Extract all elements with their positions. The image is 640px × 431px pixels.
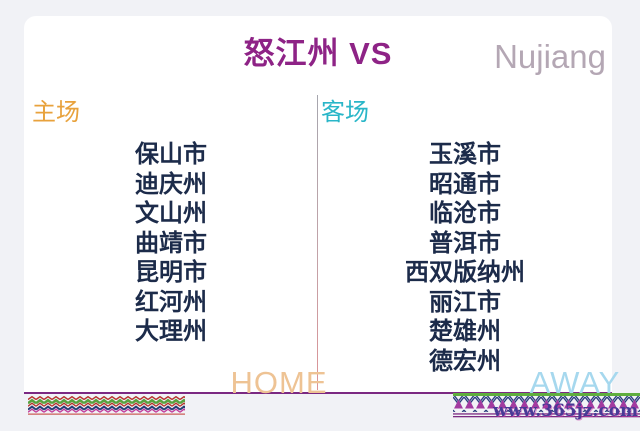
ethnic-zigzag-pattern-right-icon — [453, 393, 640, 418]
list-item: 昭通市 — [429, 170, 501, 198]
list-item: 大理州 — [135, 318, 207, 345]
list-item: 迪庆州 — [135, 170, 207, 198]
site-watermark: www.365jz.com — [493, 401, 638, 421]
away-team-list: 玉溪市 昭通市 临沧市 普洱市 西双版纳州 丽江市 楚雄州 德宏州 — [318, 140, 612, 376]
list-item: 德宏州 — [429, 347, 501, 375]
list-item: 楚雄州 — [429, 318, 501, 345]
home-footer-label: HOME — [230, 365, 328, 400]
list-item: 文山州 — [135, 200, 207, 227]
home-column-label: 主场 — [32, 99, 80, 126]
list-item: 昆明市 — [135, 259, 207, 286]
home-team-list: 保山市 迪庆州 文山州 曲靖市 昆明市 红河州 大理州 — [24, 140, 318, 347]
away-column-label: 客场 — [321, 99, 369, 126]
list-item: 西双版纳州 — [405, 259, 525, 286]
list-item: 临沧市 — [429, 200, 501, 227]
list-item: 玉溪市 — [429, 141, 501, 168]
column-divider — [317, 95, 318, 390]
list-item: 曲靖市 — [135, 229, 207, 257]
ethnic-zigzag-pattern-left-icon — [28, 396, 185, 415]
team-name-english: Nujiang — [494, 38, 606, 75]
match-card: 怒江州 VS Nujiang 主场 客场 保山市 迪庆州 文山州 曲靖市 昆明市 红河州大… — [24, 16, 619, 400]
page-title: 怒江州 VS — [243, 36, 393, 71]
list-item: 普洱市 — [429, 229, 501, 257]
list-item: 红河州 — [135, 288, 207, 316]
list-item: 保山市 — [135, 141, 207, 168]
list-item: 丽江市 — [429, 288, 501, 316]
